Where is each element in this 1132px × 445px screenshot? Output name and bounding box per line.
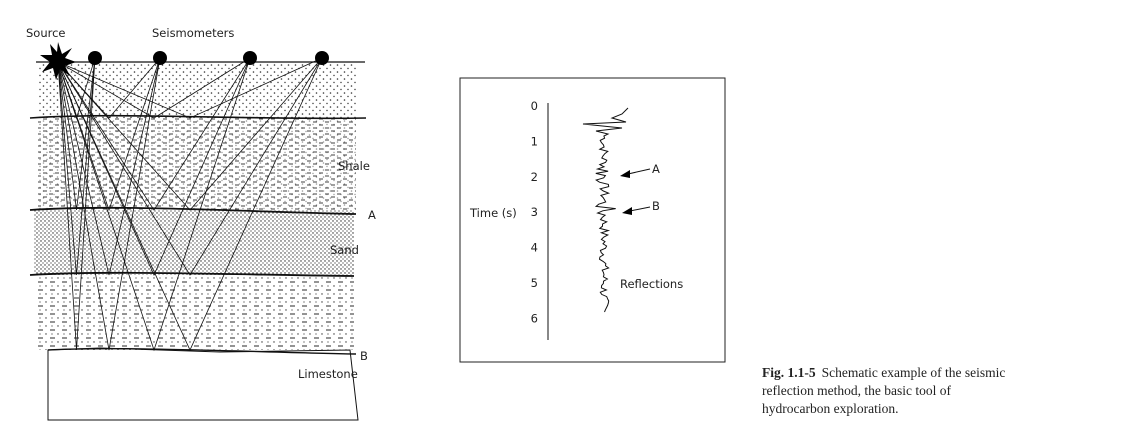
layer-sand	[34, 210, 354, 275]
layer-lower	[36, 275, 354, 350]
arrowhead	[622, 207, 632, 215]
layer-label: Shale	[338, 159, 370, 173]
caption: Fig. 1.1-5 Schematic example of the seism…	[762, 365, 1005, 416]
ray	[57, 57, 161, 212]
layer-top	[38, 62, 356, 118]
tick-label: 3	[531, 205, 538, 219]
seismometer	[315, 51, 329, 65]
trace-panel: Time (s) A B Reflections 0 1 2 3 4 5 6	[459, 77, 726, 363]
ray	[57, 57, 251, 276]
horizon	[29, 114, 367, 120]
tick-label: 6	[531, 311, 538, 325]
tick-label: 5	[531, 276, 538, 290]
source-star	[40, 42, 76, 80]
arrow	[627, 168, 651, 175]
layer-label: Sand	[330, 243, 359, 257]
layer-limestone	[47, 347, 359, 421]
ray	[57, 57, 251, 352]
caption-text: Schematic example of the seismic	[822, 365, 1006, 380]
seismometer	[153, 51, 167, 65]
tick-label: 4	[531, 241, 538, 255]
ray	[57, 57, 251, 119]
caption-label: Fig. 1.1-5	[762, 365, 816, 380]
ray	[57, 57, 323, 351]
caption-line: Fig. 1.1-5 Schematic example of the seism…	[762, 365, 1005, 380]
arrow-label: A	[652, 162, 660, 176]
ray	[57, 57, 161, 351]
arrow	[629, 206, 651, 212]
seismometers-label: Seismometers	[152, 26, 234, 40]
reflections-label: Reflections	[620, 277, 683, 291]
seismometer	[243, 51, 257, 65]
ray	[57, 57, 96, 211]
rays	[57, 57, 323, 352]
ray	[57, 57, 323, 276]
horizon-label: A	[368, 208, 376, 222]
seismometer	[88, 51, 102, 65]
ray	[57, 57, 161, 276]
caption-line: hydrocarbon exploration.	[762, 401, 898, 416]
tick-label: 1	[531, 134, 538, 148]
horizon-label: B	[360, 349, 368, 363]
layer-label: Limestone	[298, 367, 358, 381]
caption-line: reflection method, the basic tool of	[762, 383, 951, 398]
section: Source Seismometers Shale Sand Limestone…	[26, 26, 376, 421]
ray	[57, 57, 251, 211]
tick-label: 2	[531, 170, 538, 184]
ray	[57, 57, 323, 119]
seismic-trace	[582, 107, 629, 313]
arrow-label: B	[652, 199, 660, 213]
ray	[57, 57, 323, 211]
horizon	[29, 271, 355, 277]
axis-label: Time (s)	[469, 206, 517, 220]
tick-label: 0	[531, 99, 538, 113]
source-label: Source	[26, 26, 66, 40]
arrowhead	[620, 170, 630, 178]
horizon-b	[47, 347, 357, 355]
panel-frame	[459, 77, 726, 363]
